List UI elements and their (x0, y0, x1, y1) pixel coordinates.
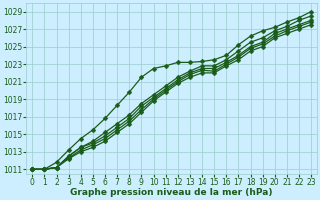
X-axis label: Graphe pression niveau de la mer (hPa): Graphe pression niveau de la mer (hPa) (70, 188, 273, 197)
